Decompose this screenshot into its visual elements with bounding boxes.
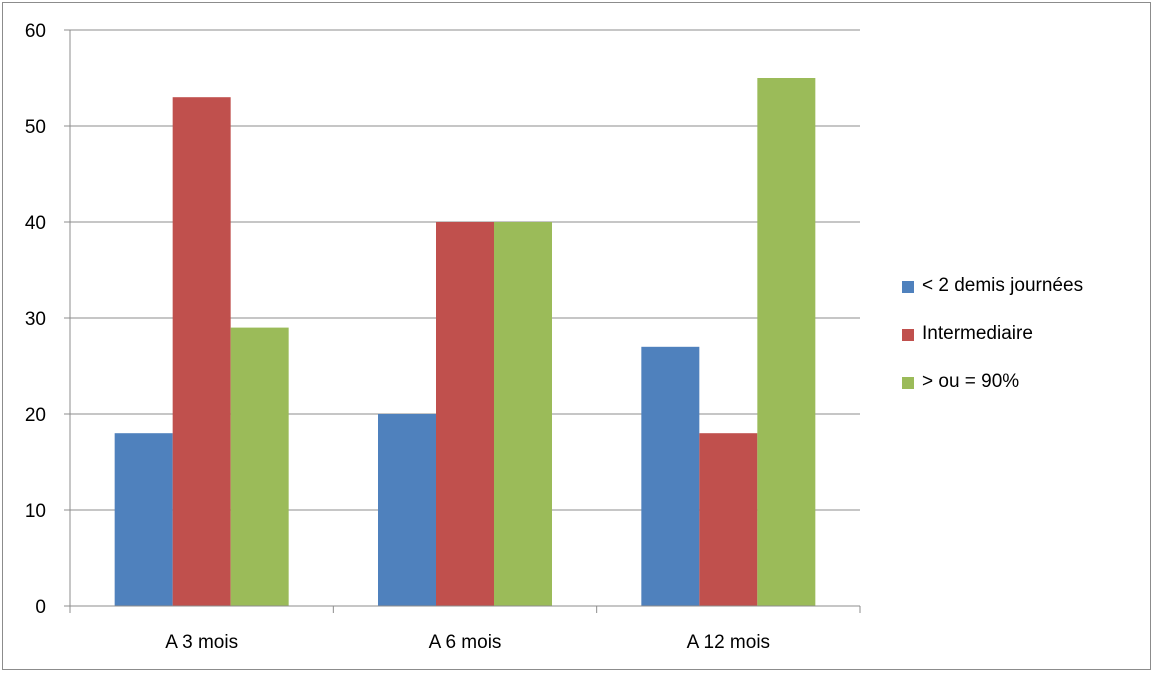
bar-1-2 <box>378 414 436 606</box>
axes <box>64 29 861 613</box>
y-tick-label: 50 <box>25 117 46 138</box>
legend-swatch-series-1 <box>902 281 914 293</box>
bars <box>114 78 816 606</box>
legend-label-series-2: Intermediaire <box>922 323 1033 344</box>
bar-1-1 <box>114 433 173 606</box>
legend-label-series-3: > ou = 90% <box>922 371 1020 392</box>
bar-3-1 <box>230 327 289 606</box>
legend-swatch-series-2 <box>902 329 914 341</box>
x-tick-label: A 3 mois <box>165 632 238 653</box>
y-tick-label: 30 <box>25 309 46 330</box>
legend-item-series-2: Intermediaire <box>902 323 1152 344</box>
bar-2-1 <box>172 97 231 606</box>
y-tick-label: 0 <box>35 597 46 618</box>
x-tick-label: A 6 mois <box>429 632 502 653</box>
legend: < 2 demis journées Intermediaire > ou = … <box>902 275 1152 420</box>
y-tick-label: 10 <box>25 501 46 522</box>
bar-1-3 <box>641 346 700 606</box>
bar-2-3 <box>699 433 758 606</box>
y-axis-tick-labels: 0 10 20 30 40 50 60 <box>25 21 46 618</box>
bar-2-2 <box>436 222 494 606</box>
y-tick-label: 40 <box>25 213 46 234</box>
x-tick-label: A 12 mois <box>687 632 770 653</box>
bar-3-2 <box>494 222 552 606</box>
y-tick-label: 20 <box>25 405 46 426</box>
legend-label-series-1: < 2 demis journées <box>922 275 1084 296</box>
y-tick-label: 60 <box>25 21 46 42</box>
bar-3-3 <box>757 78 816 606</box>
legend-item-series-1: < 2 demis journées <box>902 275 1152 296</box>
legend-item-series-3: > ou = 90% <box>902 371 1152 392</box>
x-axis-tick-labels: A 3 mois A 6 mois A 12 mois <box>165 632 770 653</box>
legend-swatch-series-3 <box>902 377 914 389</box>
